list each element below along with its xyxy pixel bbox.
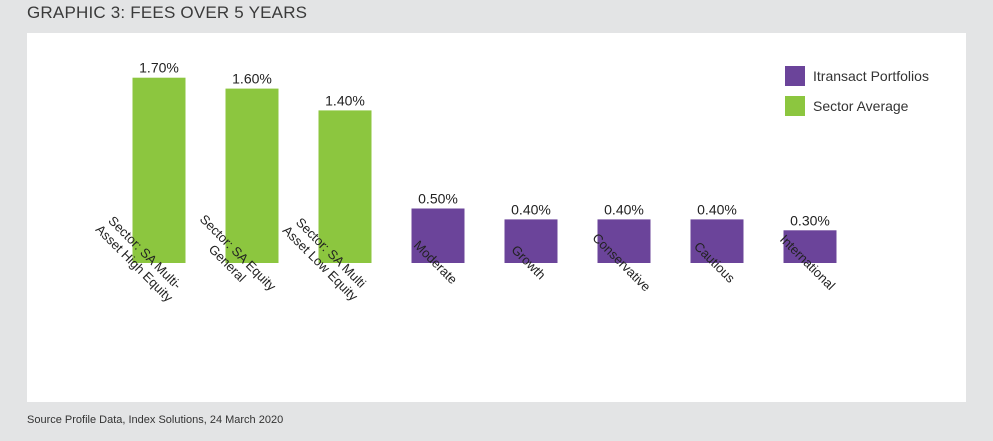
legend-item-itransact: Itransact Portfolios xyxy=(785,65,929,87)
legend-swatch-sector xyxy=(785,96,805,116)
legend-swatch-itransact xyxy=(785,66,805,86)
data-label-2: 1.40% xyxy=(325,92,365,108)
bar-5 xyxy=(597,219,651,263)
chart-panel: 1.70% Sector: SA Multi-Asset High Equity 1… xyxy=(27,33,966,402)
bar-6 xyxy=(690,219,744,263)
data-label-6: 0.40% xyxy=(697,201,737,217)
legend-label-itransact: Itransact Portfolios xyxy=(813,68,929,84)
bar-4 xyxy=(504,219,558,263)
source-note: Source Profile Data, Index Solutions, 24… xyxy=(27,414,284,426)
bar-3 xyxy=(411,208,465,263)
data-label-1: 1.60% xyxy=(232,71,272,87)
bar-0 xyxy=(132,77,186,263)
bar-2 xyxy=(318,110,372,264)
legend-label-sector: Sector Average xyxy=(813,98,909,114)
bar-1 xyxy=(225,88,279,263)
data-label-3: 0.50% xyxy=(418,191,458,207)
legend-item-sector: Sector Average xyxy=(785,95,929,117)
chart-legend: Itransact Portfolios Sector Average xyxy=(785,65,929,125)
data-label-4: 0.40% xyxy=(511,201,551,217)
chart-heading: GRAPHIC 3: FEES OVER 5 YEARS xyxy=(27,3,308,22)
bar-7 xyxy=(783,230,837,263)
data-label-5: 0.40% xyxy=(604,201,644,217)
data-label-7: 0.30% xyxy=(790,212,830,228)
bar-chart: 1.70%Sector: SA Multi-Asset High Equity1… xyxy=(93,60,839,305)
data-label-0: 1.70% xyxy=(139,60,179,76)
